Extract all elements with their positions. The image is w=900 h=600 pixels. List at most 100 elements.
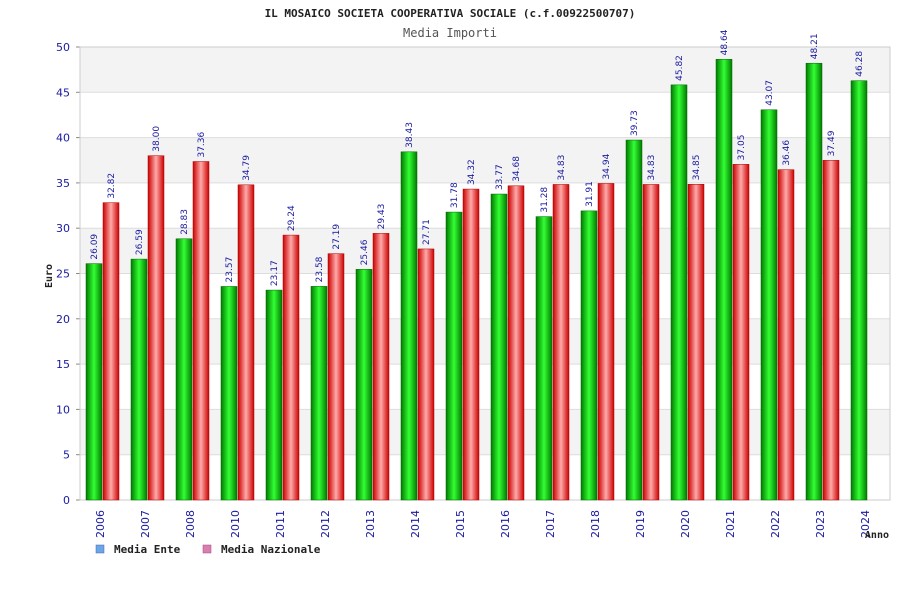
x-tick-label: 2024 [859,510,872,538]
x-tick-label: 2019 [634,510,647,538]
data-label-media-ente: 23.58 [315,256,325,282]
x-tick-label: 2008 [184,510,197,538]
grid-band [80,47,890,93]
bar-media-ente [490,193,508,501]
grid-band [80,273,890,319]
bar-media-ente [850,80,868,501]
data-label-media-nazionale: 36.46 [782,140,792,166]
y-axis-ticks: 0 5 10 15 20 25 30 35 40 45 50 [56,41,70,507]
bar-media-nazionale [642,184,660,501]
bar-media-ente [400,151,418,501]
bars [85,59,868,501]
bar-media-nazionale [192,161,210,501]
x-tick-label: 2022 [769,510,782,538]
data-label-media-ente: 48.21 [810,33,820,59]
data-label-media-ente: 39.73 [630,110,640,136]
bar-media-nazionale [687,184,705,501]
grid-band [80,182,890,229]
plot-frame [79,46,891,501]
legend-swatch-ente [95,544,105,554]
x-tick-label: 2016 [499,510,512,538]
bar-media-ente [805,62,823,501]
data-label-media-nazionale: 38.00 [152,126,162,152]
data-label-media-nazionale: 37.49 [827,130,837,156]
data-label-media-ente: 26.59 [135,229,145,255]
legend: Media Ente Media Nazionale [95,543,321,556]
x-tick-label: 2018 [589,510,602,538]
grid-band [80,409,890,455]
x-tick-label: 2015 [454,510,467,538]
grid-band [80,137,890,183]
grid-band [80,364,890,410]
bar-media-nazionale [732,164,750,501]
data-label-media-nazionale: 32.82 [107,173,117,199]
bar-media-nazionale [237,184,255,501]
data-label-media-nazionale: 27.71 [422,219,432,245]
data-label-media-ente: 48.64 [720,29,730,55]
legend-label-nazionale: Media Nazionale [221,543,321,556]
data-label-media-nazionale: 27.19 [332,224,342,250]
grid-band [80,318,890,365]
x-tick-label: 2007 [139,510,152,538]
data-label-media-nazionale: 37.05 [737,135,747,161]
legend-swatch-nazionale [202,544,212,554]
legend-label-ente: Media Ente [114,543,181,556]
y-tick-label: 5 [63,449,70,462]
y-tick-label: 0 [63,494,70,507]
y-tick-label: 35 [56,177,70,190]
x-tick-label: 2021 [724,510,737,538]
bar-media-nazionale [372,233,390,501]
bar-media-ente [265,289,283,501]
y-tick-label: 30 [56,222,70,235]
bar-media-nazionale [462,188,480,501]
bar-media-ente [355,269,373,501]
data-label-media-ente: 28.83 [180,209,190,235]
grid-lines [76,46,891,501]
data-label-media-nazionale: 34.68 [512,156,522,182]
bar-media-nazionale [822,160,840,501]
data-label-media-ente: 31.28 [540,187,550,213]
data-label-media-ente: 38.43 [405,122,415,148]
y-tick-label: 15 [56,358,70,371]
bar-media-nazionale [327,253,345,501]
data-label-media-ente: 46.28 [855,51,865,77]
x-tick-label: 2023 [814,510,827,538]
grid-band [80,228,890,274]
x-tick-label: 2017 [544,510,557,538]
x-axis-ticks: 2006 2007 2008 2010 2011 2012 2013 2014 2015 2016… [94,510,872,538]
data-label-media-ente: 45.82 [675,55,685,81]
y-axis-label: Euro [44,264,55,288]
x-tick-label: 2013 [364,510,377,538]
bar-media-ente [220,286,238,501]
bar-media-ente [535,216,553,501]
x-tick-label: 2012 [319,510,332,538]
grid-band [80,454,890,500]
bar-media-ente [310,286,328,501]
y-tick-label: 50 [56,41,70,54]
bar-media-ente [580,210,598,501]
data-label-media-nazionale: 34.85 [692,154,702,180]
data-label-media-nazionale: 34.32 [467,159,477,185]
x-tick-label: 2020 [679,510,692,538]
y-tick-label: 45 [56,86,70,99]
data-label-media-nazionale: 34.94 [602,153,612,179]
data-label-media-ente: 25.46 [360,239,370,265]
data-label-media-ente: 31.78 [450,182,460,208]
data-label-media-nazionale: 37.36 [197,131,207,157]
data-label-media-ente: 33.77 [495,164,505,190]
x-tick-label: 2010 [229,510,242,538]
bar-media-nazionale [417,248,435,501]
bar-media-ente [715,59,733,501]
data-label-media-nazionale: 34.79 [242,155,252,181]
data-label-media-nazionale: 34.83 [647,155,657,181]
data-labels: 26.09 32.82 26.59 38.00 28.83 37.36 23.57 34.79… [90,29,865,286]
bar-media-nazionale [552,184,570,501]
bar-media-ente [445,211,463,501]
x-axis-label: Anno [865,530,889,541]
bar-media-nazionale [102,202,120,501]
y-tick-label: 40 [56,132,70,145]
bar-media-nazionale [777,169,795,501]
bar-media-nazionale [507,185,525,501]
plot-background [80,47,890,500]
